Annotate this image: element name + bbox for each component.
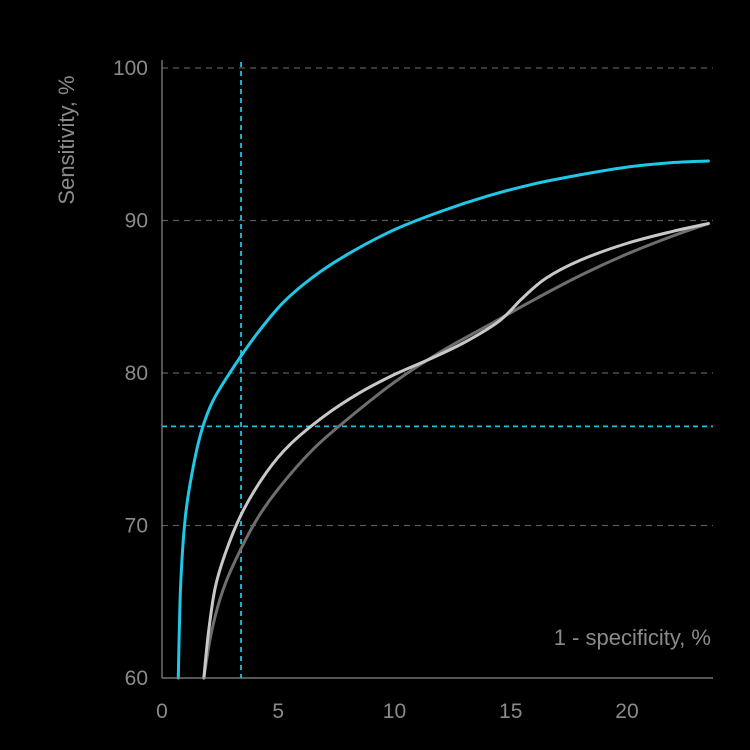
x-axis-title: 1 - specificity, % bbox=[554, 625, 711, 650]
reference-lines bbox=[162, 62, 713, 678]
series-line-dark-gray bbox=[202, 222, 710, 680]
y-tick-label-90: 90 bbox=[125, 210, 148, 233]
tick-labels: 60 70 80 90 100 0 5 10 15 20 bbox=[113, 57, 639, 723]
x-tick-label-15: 15 bbox=[499, 700, 522, 723]
y-tick-label-60: 60 bbox=[125, 667, 148, 690]
y-tick-label-80: 80 bbox=[125, 362, 148, 385]
y-tick-label-100: 100 bbox=[113, 57, 148, 80]
series-line-cyan bbox=[176, 159, 710, 680]
y-tick-label-70: 70 bbox=[125, 515, 148, 538]
x-tick-label-0: 0 bbox=[156, 700, 168, 723]
grid-lines bbox=[162, 67, 713, 527]
x-tick-label-10: 10 bbox=[383, 700, 406, 723]
y-axis-title: Sensitivity, % bbox=[54, 75, 79, 204]
series-lines bbox=[176, 159, 710, 680]
series-line-light-gray bbox=[202, 222, 710, 680]
x-tick-label-20: 20 bbox=[615, 700, 638, 723]
x-tick-label-5: 5 bbox=[272, 700, 284, 723]
